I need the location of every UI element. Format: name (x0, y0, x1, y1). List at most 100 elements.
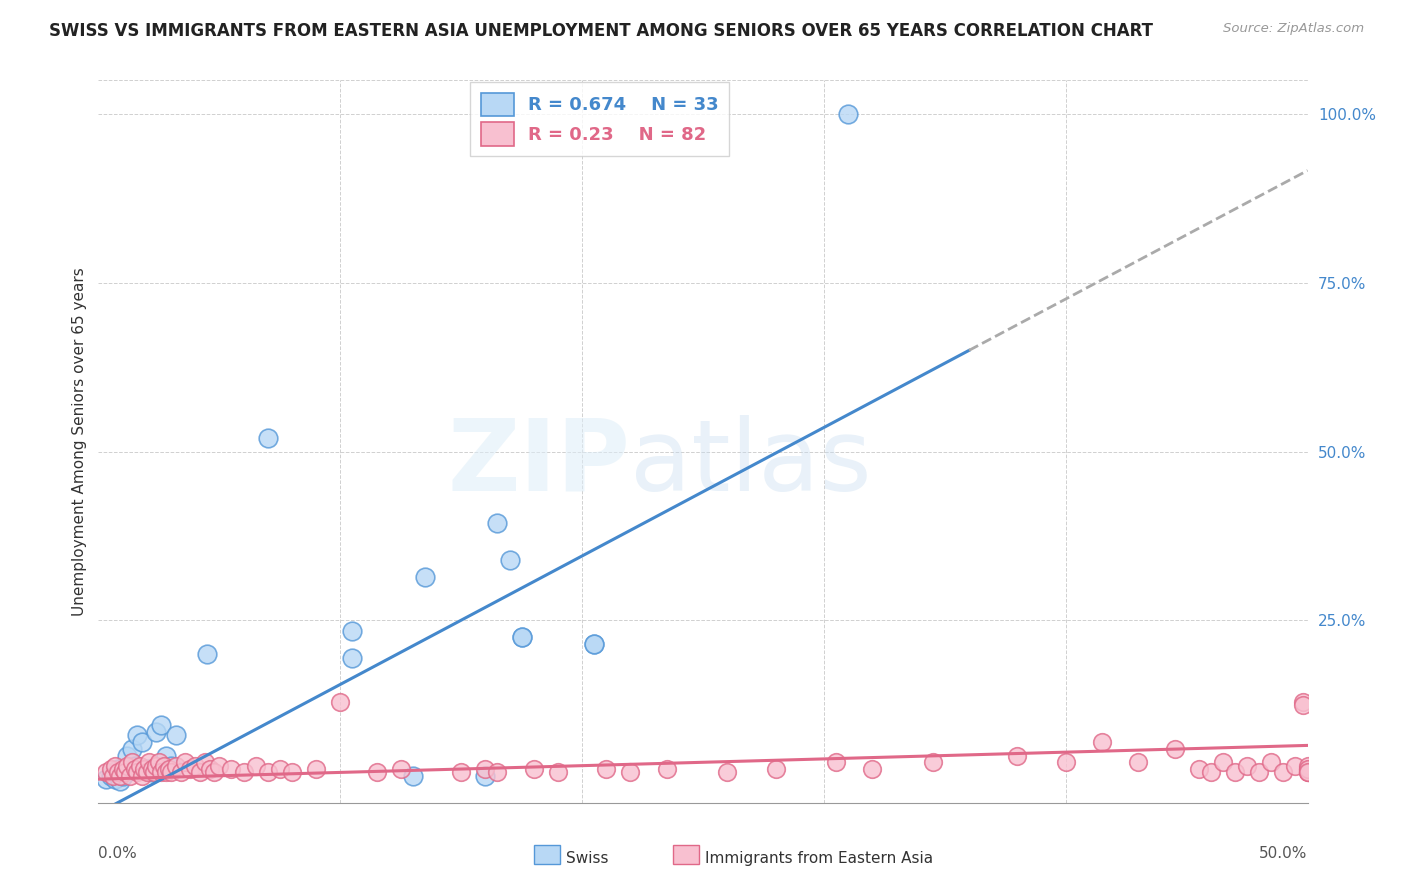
Point (134, 762, 156, 776)
Point (1163, 741, 1185, 756)
Point (256, 431, 278, 445)
Text: 50.0%: 50.0% (1260, 847, 1308, 861)
Point (232, 765, 254, 780)
Point (498, 552, 520, 566)
Point (117, 758, 139, 772)
Point (860, 762, 883, 776)
Point (165, 758, 187, 772)
Point (329, 694, 352, 708)
Point (131, 735, 153, 749)
Point (486, 765, 509, 780)
Legend: R = 0.674    N = 33, R = 0.23    N = 82: R = 0.674 N = 33, R = 0.23 N = 82 (470, 82, 730, 156)
Point (1296, 758, 1319, 772)
Point (179, 762, 201, 776)
Point (1272, 765, 1295, 780)
Point (1296, 765, 1319, 780)
Point (1236, 758, 1258, 772)
Point (165, 728, 187, 742)
Point (117, 748, 139, 763)
Point (138, 756, 160, 770)
Point (188, 765, 211, 780)
Text: SWISS VS IMMIGRANTS FROM EASTERN ASIA UNEMPLOYMENT AMONG SENIORS OVER 65 YEARS C: SWISS VS IMMIGRANTS FROM EASTERN ASIA UN… (49, 22, 1153, 40)
Point (1007, 748, 1029, 763)
Point (523, 762, 546, 776)
Text: 0.0%: 0.0% (98, 847, 138, 861)
Point (547, 765, 569, 780)
Point (145, 758, 167, 772)
Point (101, 765, 124, 780)
Point (583, 637, 606, 651)
FancyBboxPatch shape (672, 846, 699, 864)
Point (1296, 762, 1319, 776)
Point (486, 516, 509, 530)
Point (108, 774, 131, 789)
Point (204, 765, 226, 780)
Point (305, 762, 328, 776)
Point (366, 765, 388, 780)
Point (145, 725, 167, 739)
Point (104, 772, 127, 787)
Point (124, 758, 146, 772)
Point (474, 762, 496, 776)
Point (1199, 765, 1222, 780)
Point (413, 569, 436, 583)
Point (100, 762, 122, 776)
Y-axis label: Unemployment Among Seniors over 65 years: Unemployment Among Seniors over 65 years (72, 268, 87, 615)
FancyBboxPatch shape (534, 846, 561, 864)
Point (104, 758, 127, 772)
Point (131, 769, 153, 783)
Text: ZIP: ZIP (447, 415, 630, 512)
Point (141, 762, 163, 776)
Point (619, 765, 641, 780)
Point (1128, 756, 1150, 770)
Point (1249, 765, 1271, 780)
Point (450, 765, 472, 780)
Point (765, 762, 787, 776)
Point (169, 765, 191, 780)
Point (100, 769, 122, 783)
Point (107, 765, 129, 780)
Point (474, 769, 496, 783)
Point (94, 772, 117, 787)
Point (128, 758, 150, 772)
Point (124, 762, 146, 776)
Point (281, 765, 304, 780)
Point (157, 762, 180, 776)
Point (583, 637, 606, 651)
Point (195, 647, 218, 661)
Point (155, 765, 177, 780)
Point (1284, 758, 1306, 772)
Point (342, 650, 364, 665)
Point (1296, 765, 1319, 780)
Point (198, 762, 221, 776)
Point (389, 762, 412, 776)
Point (595, 762, 617, 776)
Point (174, 756, 197, 770)
Point (921, 756, 943, 770)
Point (148, 756, 170, 770)
Point (510, 631, 533, 645)
Point (269, 762, 291, 776)
Point (150, 718, 173, 732)
Point (121, 741, 143, 756)
Point (716, 765, 738, 780)
Point (101, 769, 124, 783)
Point (256, 765, 278, 780)
Point (825, 756, 848, 770)
Point (152, 758, 174, 772)
Point (655, 762, 678, 776)
Point (135, 765, 157, 780)
Point (1292, 698, 1315, 712)
Text: Immigrants from Eastern Asia: Immigrants from Eastern Asia (706, 851, 934, 866)
Point (1091, 735, 1114, 749)
Point (111, 769, 134, 783)
Point (118, 769, 141, 783)
Point (127, 728, 149, 742)
Point (221, 762, 243, 776)
Point (510, 631, 533, 645)
Point (114, 765, 136, 780)
Point (160, 758, 183, 772)
Point (150, 765, 173, 780)
Point (111, 762, 134, 776)
Point (342, 624, 364, 638)
